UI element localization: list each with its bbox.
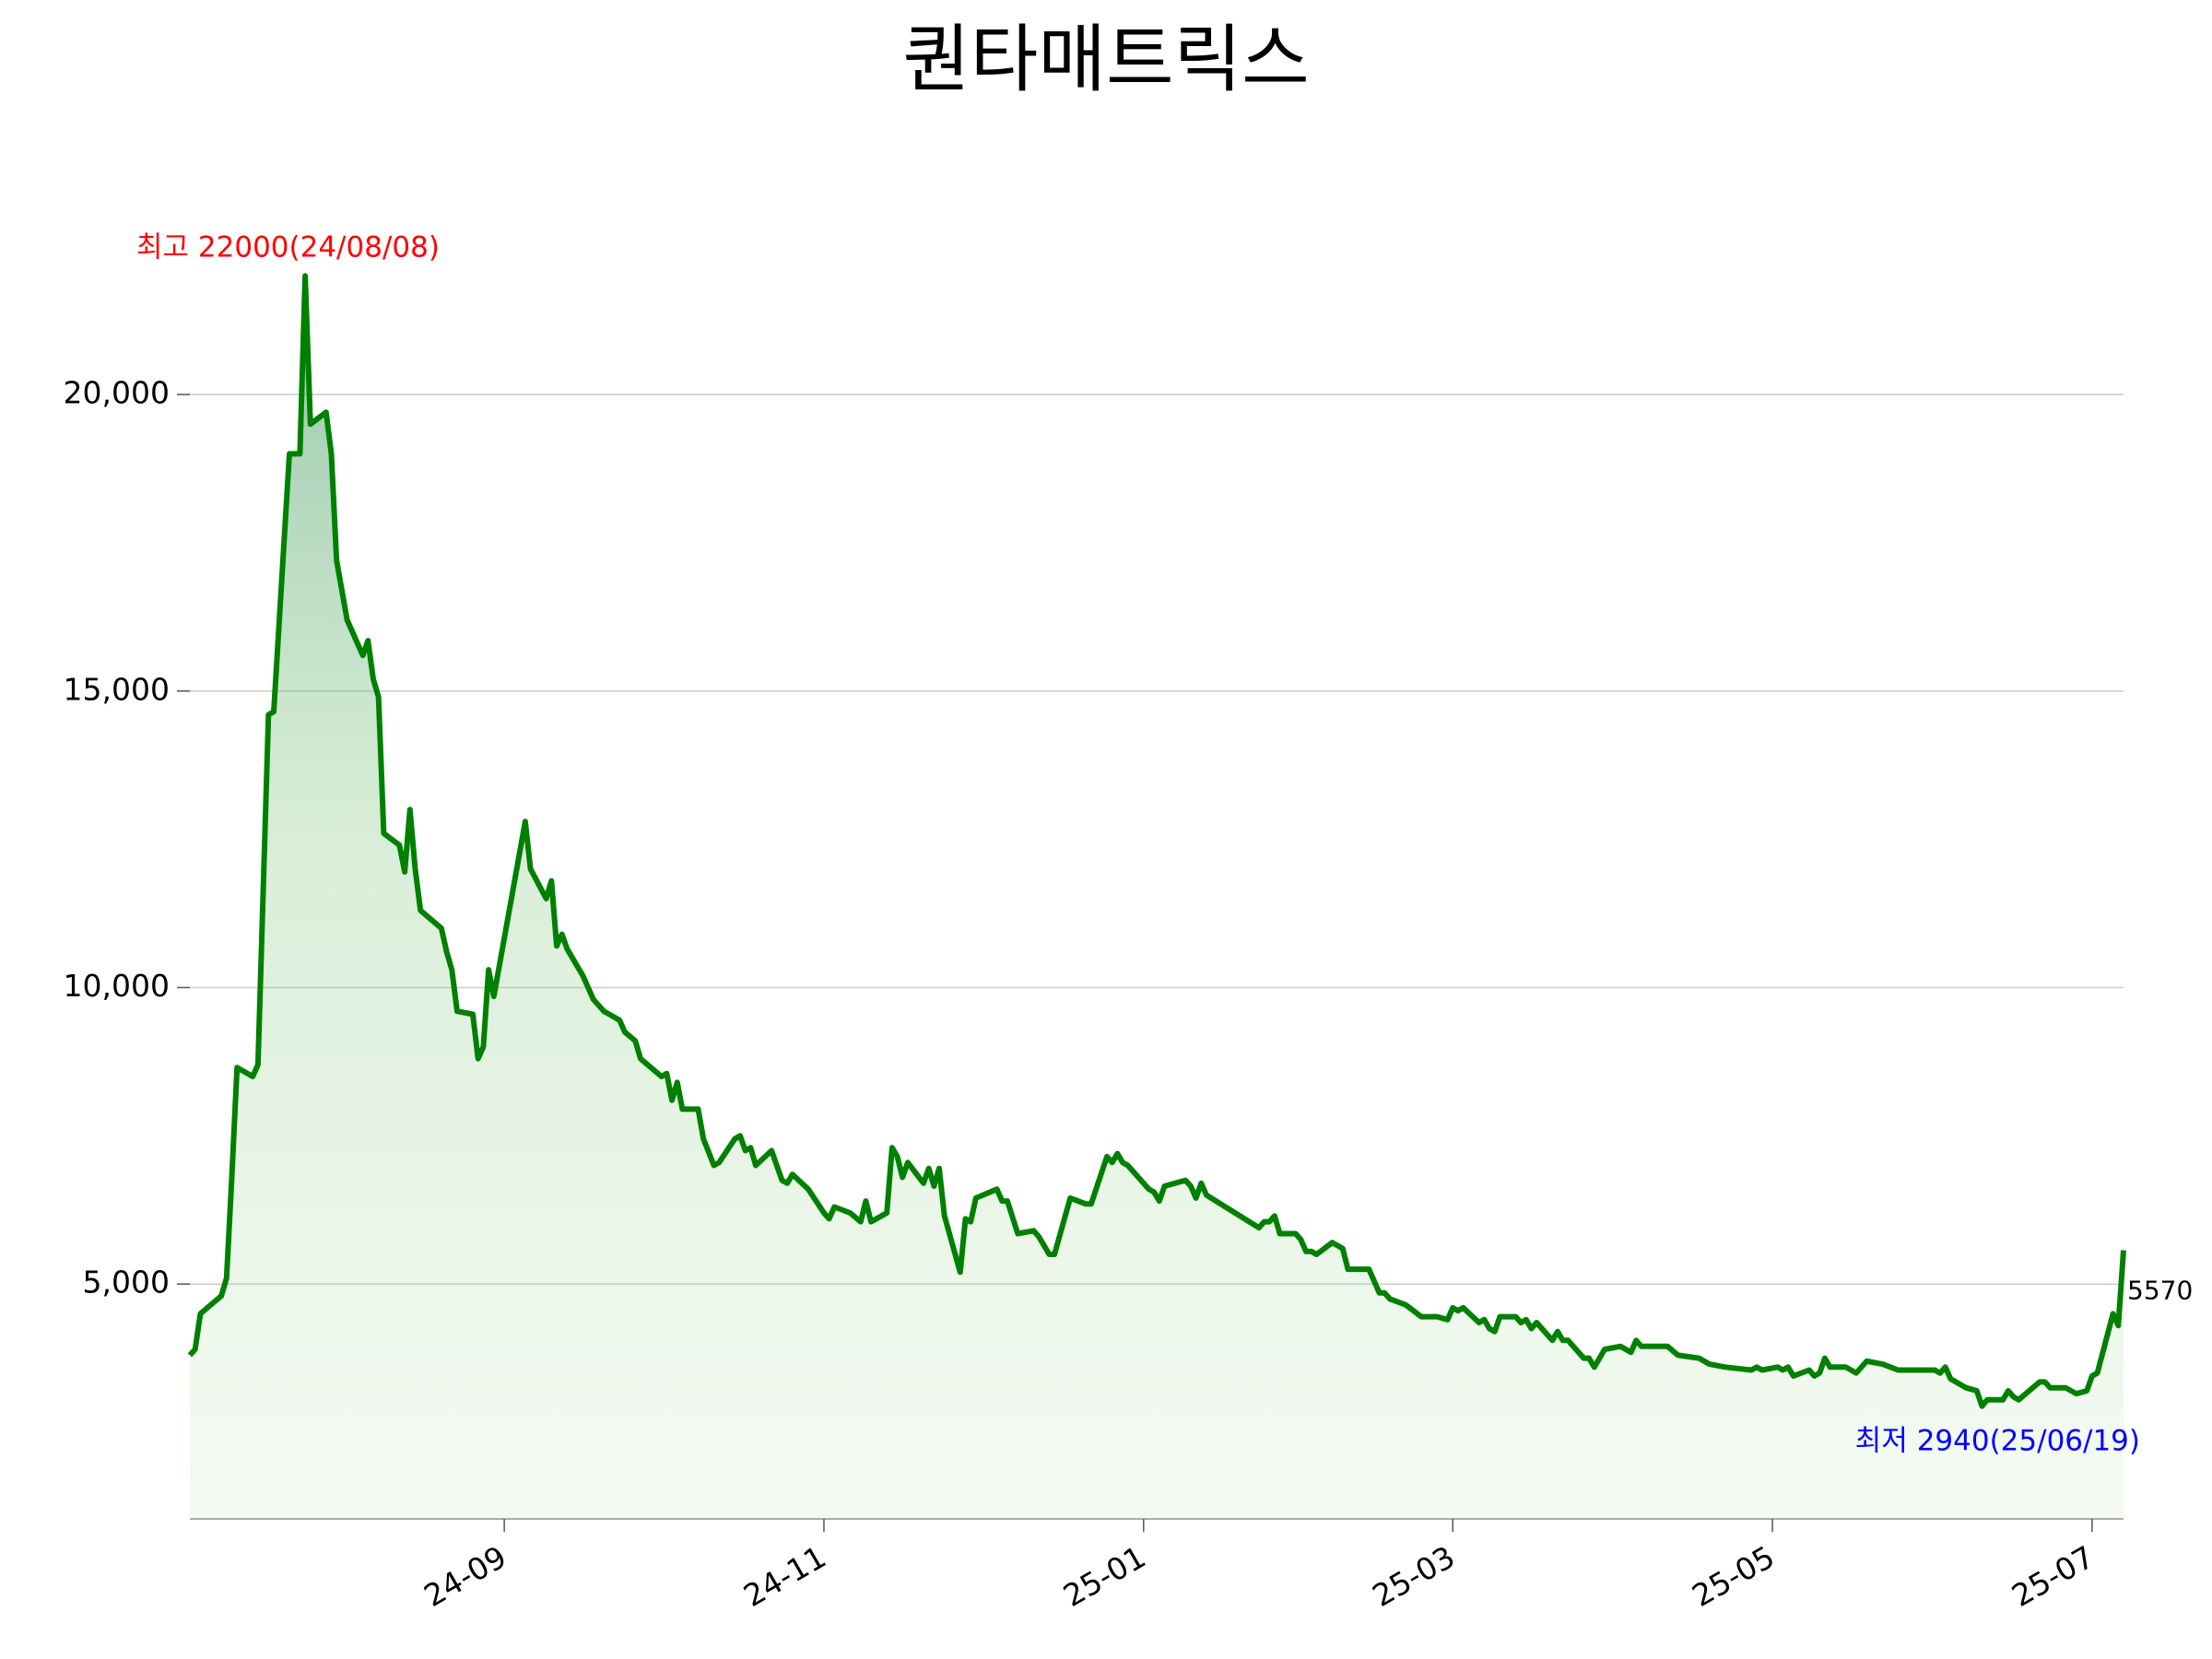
chart-title: 퀀타매트릭스 (902, 17, 1310, 102)
x-tick-label: 25-03 (1366, 1538, 1461, 1614)
min-annotation: 최저 2940(25/06/19) (1855, 1425, 2140, 1458)
x-tick-label: 24-11 (737, 1538, 832, 1614)
x-tick-label: 25-05 (1686, 1538, 1781, 1614)
area (190, 276, 2124, 1519)
y-tick-label: 5,000 (83, 1265, 170, 1300)
max-annotation: 최고 22000(24/08/08) (136, 231, 440, 265)
price-line (187, 273, 2126, 1409)
x-tick-label: 24-09 (418, 1538, 512, 1614)
last-value-label: 5570 (2127, 1276, 2193, 1306)
y-tick-label: 15,000 (64, 671, 170, 707)
y-tick-label: 20,000 (64, 375, 170, 411)
x-tick-label: 25-07 (2006, 1538, 2100, 1614)
x-tick-label: 25-01 (1057, 1538, 1152, 1614)
y-tick-label: 10,000 (64, 968, 170, 1004)
